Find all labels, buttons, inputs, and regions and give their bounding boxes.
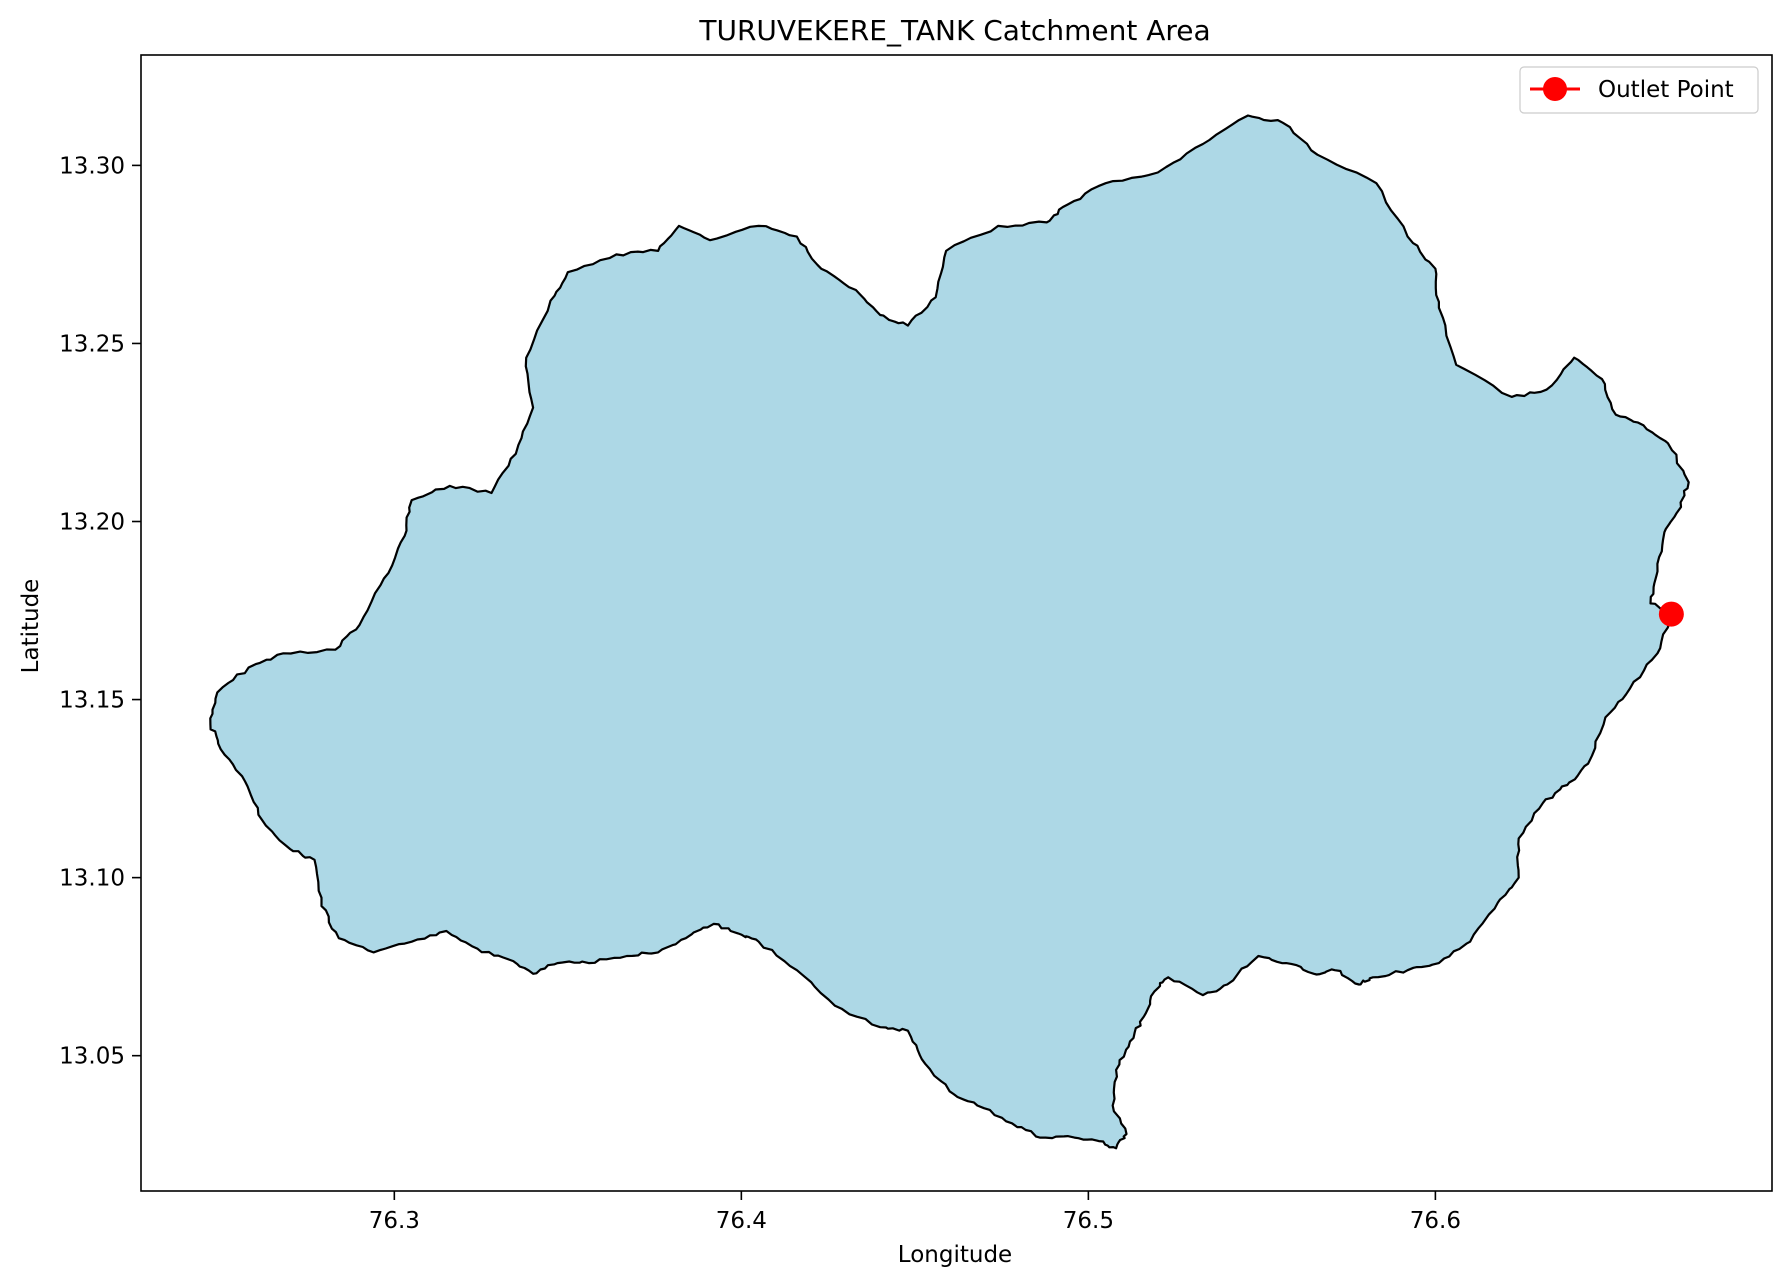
y-tick-label: 13.10	[59, 866, 125, 892]
outlet-point-marker	[1658, 601, 1684, 627]
y-tick-label: 13.05	[59, 1044, 125, 1070]
y-tick-label: 13.30	[59, 153, 125, 179]
catchment-polygon	[209, 114, 1690, 1150]
legend-box	[1519, 66, 1759, 114]
x-tick-label: 76.4	[716, 1208, 767, 1234]
x-axis-label: Longitude	[898, 1242, 1012, 1268]
y-tick-label: 13.20	[59, 510, 125, 536]
y-tick-label: 13.15	[59, 688, 125, 714]
legend-marker	[1543, 77, 1567, 101]
x-axis-ticks: 76.3 76.4 76.5 76.6	[369, 1191, 1461, 1234]
legend: Outlet Point	[1519, 66, 1759, 114]
chart-title: TURUVEKERE_TANK Catchment Area	[698, 14, 1210, 47]
plot-border	[140, 54, 1773, 1192]
x-tick-label: 76.5	[1063, 1208, 1114, 1234]
y-axis-ticks: 13.05 13.10 13.15 13.20 13.25 13.30	[59, 153, 141, 1070]
x-tick-label: 76.6	[1410, 1208, 1461, 1234]
y-axis-label: Latitude	[18, 579, 44, 674]
y-tick-label: 13.25	[59, 331, 125, 357]
x-tick-label: 76.3	[369, 1208, 420, 1234]
legend-label: Outlet Point	[1598, 77, 1734, 103]
